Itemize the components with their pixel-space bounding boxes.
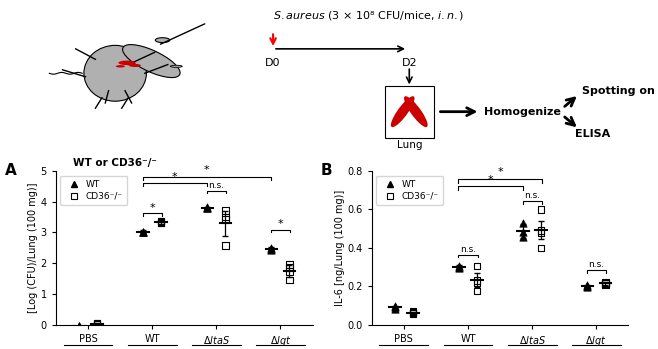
Point — [582, 284, 593, 290]
Ellipse shape — [170, 65, 182, 67]
Point — [202, 206, 213, 211]
Point — [266, 246, 277, 252]
Point — [390, 306, 400, 312]
Y-axis label: [Log (CFU)/Lung (100 mg)]: [Log (CFU)/Lung (100 mg)] — [28, 183, 38, 313]
Point — [74, 323, 84, 329]
Text: ELISA: ELISA — [574, 129, 610, 139]
Point — [518, 230, 528, 235]
Text: Lung: Lung — [397, 140, 422, 150]
Point — [220, 243, 230, 248]
Text: *: * — [204, 165, 209, 176]
Text: *: * — [497, 167, 503, 177]
Circle shape — [118, 61, 136, 65]
Point — [266, 246, 277, 251]
Point — [138, 229, 149, 234]
Ellipse shape — [155, 38, 170, 43]
Point — [472, 278, 482, 283]
Point — [518, 220, 528, 226]
Point — [156, 221, 166, 226]
Point — [600, 282, 611, 288]
Point — [156, 218, 166, 224]
Point — [600, 280, 611, 285]
Circle shape — [116, 65, 125, 68]
Ellipse shape — [404, 96, 428, 127]
Text: D0: D0 — [265, 58, 281, 68]
Point — [407, 310, 418, 316]
Point — [472, 263, 482, 269]
Text: B: B — [320, 163, 332, 178]
Point — [284, 262, 295, 267]
Point — [536, 245, 546, 251]
Ellipse shape — [122, 45, 180, 77]
Point — [91, 321, 102, 326]
Point — [472, 280, 482, 285]
Point — [91, 321, 102, 327]
Point — [74, 323, 84, 329]
Point — [284, 277, 295, 283]
Point — [582, 283, 593, 289]
Point — [220, 208, 230, 213]
Ellipse shape — [84, 45, 146, 101]
Text: n.s.: n.s. — [208, 181, 224, 190]
Point — [74, 323, 84, 329]
Point — [518, 235, 528, 240]
Point — [390, 303, 400, 309]
Circle shape — [129, 64, 141, 67]
Point — [600, 281, 611, 286]
Text: n.s.: n.s. — [524, 191, 540, 200]
Text: $\mathit{S. aureus}$ (3 × 10⁸ CFU/mice, ​​​$\mathit{i.n.}$): $\mathit{S. aureus}$ (3 × 10⁸ CFU/mice, … — [273, 9, 465, 22]
Point — [266, 247, 277, 253]
Legend: WT, CD36⁻/⁻: WT, CD36⁻/⁻ — [376, 176, 443, 205]
Point — [407, 311, 418, 317]
Point — [390, 304, 400, 310]
Text: *: * — [172, 172, 178, 183]
Point — [91, 321, 102, 327]
Point — [582, 282, 593, 288]
Point — [600, 281, 611, 286]
Point — [407, 309, 418, 314]
Point — [91, 320, 102, 326]
Point — [220, 217, 230, 222]
Point — [536, 228, 546, 233]
Point — [138, 229, 149, 235]
Point — [202, 205, 213, 210]
Text: *: * — [278, 219, 284, 229]
Point — [138, 229, 149, 235]
Point — [220, 214, 230, 220]
Ellipse shape — [391, 96, 415, 127]
Text: WT or CD36⁻/⁻: WT or CD36⁻/⁻ — [73, 157, 157, 168]
Text: A: A — [5, 163, 16, 178]
Text: Homogenize: Homogenize — [484, 107, 561, 117]
Point — [454, 264, 465, 270]
Point — [156, 219, 166, 224]
Point — [454, 263, 465, 269]
Point — [536, 230, 546, 235]
Point — [284, 265, 295, 270]
Text: n.s.: n.s. — [460, 245, 476, 254]
Legend: WT, CD36⁻/⁻: WT, CD36⁻/⁻ — [61, 176, 128, 205]
Point — [284, 269, 295, 275]
Point — [156, 220, 166, 225]
Text: D2: D2 — [401, 58, 417, 68]
Point — [202, 205, 213, 211]
FancyBboxPatch shape — [385, 86, 434, 138]
Text: n.s.: n.s. — [588, 260, 605, 269]
Text: *: * — [488, 175, 494, 185]
Point — [454, 265, 465, 271]
Text: Spotting on LB agar: Spotting on LB agar — [582, 86, 658, 96]
Point — [407, 310, 418, 315]
Point — [472, 288, 482, 294]
Text: *: * — [149, 203, 155, 213]
Y-axis label: IL-6 [ng/Lung (100 mg)]: IL-6 [ng/Lung (100 mg)] — [334, 190, 345, 306]
Point — [536, 207, 546, 212]
